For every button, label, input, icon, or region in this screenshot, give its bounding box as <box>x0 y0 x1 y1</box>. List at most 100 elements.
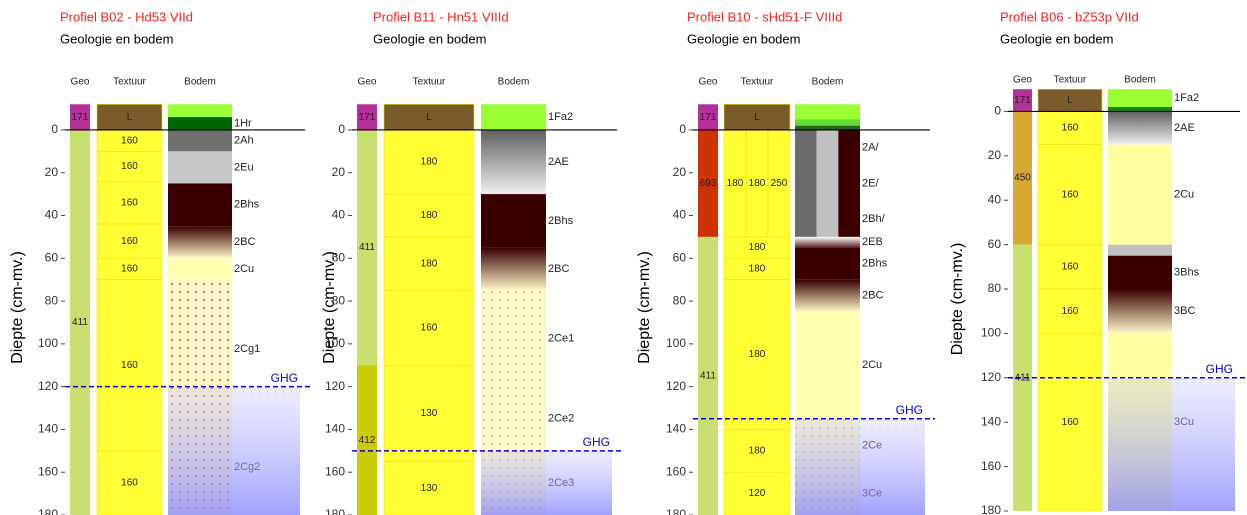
tex-label: 180 <box>421 258 438 269</box>
ghg-area <box>1108 378 1235 511</box>
horizon-label: 2Cu <box>862 359 882 371</box>
tex-label: 180 <box>421 157 438 168</box>
chart-subtitle: Geologie en bodem <box>1000 31 1113 46</box>
horizon-label: 2Cg1 <box>234 343 260 355</box>
geo-label: 450 <box>1014 173 1031 184</box>
tex-label: 180 <box>749 264 766 275</box>
hor-layer <box>1108 107 1172 111</box>
y-tick-label: 160 <box>666 464 686 478</box>
column-header: Bodem <box>812 77 844 88</box>
tex-label: 160 <box>1062 306 1079 317</box>
y-tick-label: 180 <box>325 507 345 515</box>
y-tick-label: 120 <box>38 379 58 393</box>
ghg-label: GHG <box>1206 362 1233 376</box>
geo-label: 411 <box>700 371 716 382</box>
tex-label: 160 <box>1062 417 1079 428</box>
chart-subtitle: Geologie en bodem <box>60 31 173 46</box>
column-header: Textuur <box>413 77 446 88</box>
column-header: Bodem <box>184 77 216 88</box>
geo-label: 693 <box>700 178 717 189</box>
hor-layer <box>1108 289 1172 333</box>
chart: Profiel B02 - Hd53 VIIdGeologie en bodem… <box>0 0 1247 515</box>
column-header: Geo <box>699 77 718 88</box>
geo-label: 171 <box>359 112 376 123</box>
y-tick-label: 120 <box>666 379 686 393</box>
y-tick-label: 40 <box>332 208 346 222</box>
hor-layer <box>838 130 860 237</box>
tex-label: 180 <box>749 242 766 253</box>
hor-layer <box>481 130 546 194</box>
horizon-label: 2Bhs <box>234 199 260 211</box>
ghg-area <box>481 451 612 515</box>
y-tick-label: 100 <box>666 336 686 350</box>
tex-label: L <box>754 112 760 123</box>
ghg-label: GHG <box>583 435 610 449</box>
column-header: Geo <box>358 77 377 88</box>
column-header: Bodem <box>498 77 530 88</box>
column-header: Textuur <box>113 77 146 88</box>
horizon-label: 2Eu <box>234 161 254 173</box>
tex-label: 180 <box>749 445 766 456</box>
column-header: Textuur <box>1054 75 1087 86</box>
hor-layer <box>168 130 232 151</box>
y-tick-label: 120 <box>981 370 1001 384</box>
chart-title: Profiel B10 - sHd51-F VIIId <box>687 9 842 24</box>
horizon-label: 1Fa2 <box>548 111 573 123</box>
y-tick-label: 40 <box>673 208 687 222</box>
y-tick-label: 140 <box>325 422 345 436</box>
geo-label: 171 <box>700 112 717 123</box>
y-tick-label: 80 <box>332 293 346 307</box>
tex-label: 160 <box>121 236 138 247</box>
tex-label: 120 <box>749 488 766 499</box>
y-axis-label: Diepte (cm-mv.) <box>636 251 653 364</box>
tex-label: 160 <box>121 135 138 146</box>
horizon-label: 2BC <box>862 290 883 302</box>
tex-label: 180 <box>749 178 766 189</box>
tex-label: L <box>127 112 133 123</box>
tex-label: L <box>1067 95 1073 106</box>
ghg-area <box>168 387 300 515</box>
chart-subtitle: Geologie en bodem <box>687 31 800 46</box>
hor-layer <box>795 119 860 125</box>
tex-label: 180 <box>727 178 744 189</box>
horizon-label: 1Hr <box>234 117 252 129</box>
y-tick-label: 100 <box>981 326 1001 340</box>
tex-label: 160 <box>1062 189 1079 200</box>
hor-layer <box>168 258 232 279</box>
y-axis-label: Diepte (cm-mv.) <box>9 251 26 364</box>
y-tick-label: 20 <box>45 165 59 179</box>
y-tick-label: 0 <box>994 104 1001 118</box>
chart-title: Profiel B11 - Hn51 VIIId <box>373 9 509 24</box>
column-header: Bodem <box>1124 75 1156 86</box>
y-tick-label: 60 <box>45 250 59 264</box>
y-tick-label: 40 <box>45 208 59 222</box>
y-tick-label: 0 <box>338 122 345 136</box>
y-tick-label: 140 <box>666 422 686 436</box>
hor-layer <box>481 194 546 247</box>
tex-label: 180 <box>421 210 438 221</box>
y-tick-label: 180 <box>981 503 1001 515</box>
hor-layer <box>481 248 546 291</box>
horizon-label: 2Cu <box>234 263 254 275</box>
hor-layer-pattern <box>481 387 546 451</box>
hor-layer <box>795 248 860 280</box>
horizon-label: 2Ce1 <box>548 332 574 344</box>
y-tick-label: 160 <box>325 464 345 478</box>
horizon-label: 2Ah <box>234 135 254 147</box>
tex-label: 160 <box>421 322 438 333</box>
horizon-label: 2AE <box>1174 122 1195 134</box>
horizon-label: 2Cu <box>1174 189 1194 201</box>
y-tick-label: 80 <box>673 293 687 307</box>
horizon-label: 2AE <box>548 156 569 168</box>
geo-label: 171 <box>72 112 89 123</box>
hor-layer <box>1108 245 1172 256</box>
hor-layer <box>795 104 860 119</box>
y-tick-label: 180 <box>38 507 58 515</box>
y-tick-label: 60 <box>673 250 687 264</box>
y-tick-label: 140 <box>38 422 58 436</box>
hor-layer <box>795 126 860 130</box>
y-tick-label: 100 <box>38 336 58 350</box>
hor-layer <box>481 104 546 130</box>
hor-layer <box>1108 111 1172 144</box>
y-tick-label: 160 <box>981 459 1001 473</box>
